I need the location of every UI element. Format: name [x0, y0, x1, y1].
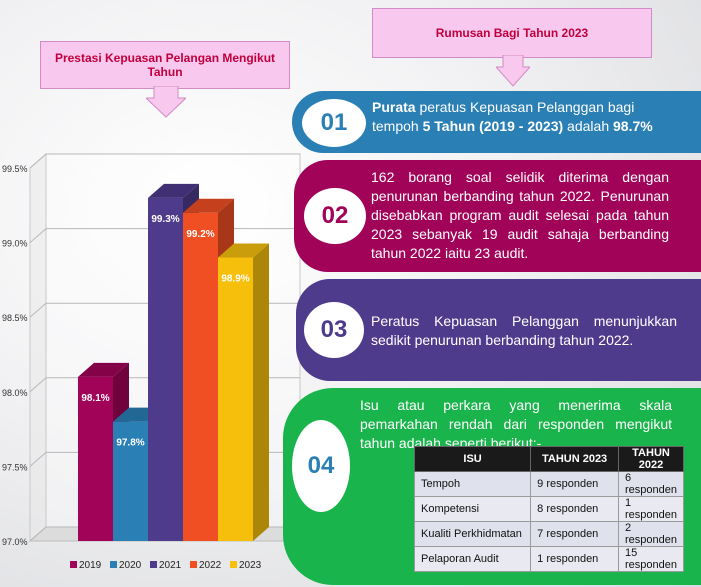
issues-table-header-row: ISU TAHUN 2023 TAHUN 2022: [413, 446, 684, 472]
bar-top: [183, 198, 234, 213]
y-tick-label: 97.5%: [2, 462, 28, 472]
summary-badge-02-number: 02: [321, 202, 349, 229]
issues-cell: 7 responden: [530, 521, 620, 547]
legend-swatch: [230, 561, 237, 568]
issues-cell: Tempoh: [413, 471, 532, 497]
gridline-depth: [29, 153, 47, 169]
summary-title-text: Rumusan Bagi Tahun 2023: [435, 26, 589, 40]
summary-01-text-a: peratus Kepuasan Pelanggan bagi tempoh: [372, 99, 635, 134]
bar-top: [218, 243, 269, 258]
bar-front: [113, 421, 148, 541]
issues-cell: 8 responden: [530, 496, 620, 522]
y-tick-label: 97.0%: [2, 537, 28, 547]
summary-badge-03-number: 03: [320, 316, 348, 343]
gridline-depth: [29, 302, 47, 318]
legend-label: 2022: [199, 560, 222, 571]
chart-callout-arrow-icon: [146, 86, 186, 118]
gridline-depth: [29, 452, 47, 467]
issues-cell: 15 responden: [618, 546, 684, 572]
issues-header-isu: ISU: [413, 446, 532, 472]
summary-badge-01: 01: [302, 99, 366, 147]
summary-badge-01-number: 01: [320, 109, 348, 136]
table-row: Kompetensi 8 responden 1 responden: [413, 496, 684, 522]
summary-badge-02: 02: [304, 188, 366, 244]
y-tick-label: 98.0%: [2, 388, 28, 398]
summary-badge-04: 04: [292, 420, 350, 512]
bar-side: [253, 243, 269, 541]
summary-badge-03: 03: [304, 302, 364, 358]
summary-text-02: 162 borang soal selidik diterima dengan …: [371, 169, 669, 261]
summary-callout-arrow-icon: [496, 55, 530, 87]
issues-cell: Pelaporan Audit: [413, 546, 532, 572]
legend-swatch: [110, 561, 117, 568]
legend-label: 2023: [239, 560, 262, 571]
chart-side-wall: [29, 152, 47, 543]
issues-cell: Kompetensi: [413, 496, 532, 522]
issues-cell: 1 responden: [618, 496, 684, 522]
bar-front: [183, 212, 218, 541]
table-row: Pelaporan Audit 1 responden 15 responden: [413, 546, 684, 572]
legend-label: 2021: [159, 560, 182, 571]
summary-text-03: Peratus Kepuasan Pelanggan menunjukkan s…: [371, 313, 677, 348]
y-tick-label: 98.5%: [2, 313, 28, 323]
issues-cell: 9 responden: [530, 471, 620, 497]
summary-01-bold-lead: Purata: [372, 99, 416, 115]
bar-front: [218, 257, 253, 541]
legend-label: 2020: [119, 560, 142, 571]
gridline-depth: [29, 377, 47, 393]
summary-badge-04-number: 04: [307, 452, 335, 479]
table-row: Tempoh 9 responden 6 responden: [413, 471, 684, 497]
issues-table: ISU TAHUN 2023 TAHUN 2022 Tempoh 9 respo…: [413, 446, 684, 572]
bar-data-label: 97.8%: [116, 438, 144, 449]
y-tick-label: 99.0%: [2, 239, 28, 249]
bar-front: [78, 376, 113, 541]
gridline-depth: [29, 526, 47, 542]
issues-cell: 2 responden: [618, 521, 684, 547]
y-tick-label: 99.5%: [2, 164, 28, 174]
bar-front: [148, 197, 183, 541]
bar-data-label: 98.1%: [81, 393, 109, 404]
issues-header-2022: TAHUN 2022: [618, 446, 684, 472]
legend-label: 2019: [79, 560, 102, 571]
issues-cell: Kualiti Perkhidmatan: [413, 521, 532, 547]
summary-title-callout: Rumusan Bagi Tahun 2023: [372, 8, 652, 58]
bar-data-label: 99.2%: [186, 229, 214, 240]
bar-data-label: 99.3%: [151, 214, 179, 225]
bar-top: [148, 183, 199, 198]
bar-top: [78, 362, 129, 377]
chart-title-text: Prestasi Kepuasan Pelangan Mengikut Tahu…: [54, 51, 276, 79]
issues-header-2023: TAHUN 2023: [530, 446, 620, 472]
gridline-depth: [29, 228, 47, 243]
bar-data-label: 98.9%: [221, 274, 249, 285]
chart-title-callout: Prestasi Kepuasan Pelangan Mengikut Tahu…: [40, 41, 290, 89]
legend-swatch: [70, 561, 77, 568]
summary-text-04: Isu atau perkara yang menerima skala pem…: [360, 397, 672, 451]
summary-text-01: Purata peratus Kepuasan Pelanggan bagi t…: [372, 98, 682, 136]
summary-01-text-b: adalah: [563, 118, 613, 134]
summary-01-bold-a: 5 Tahun (2019 - 2023): [422, 118, 564, 134]
legend-swatch: [150, 561, 157, 568]
table-row: Kualiti Perkhidmatan 7 responden 2 respo…: [413, 521, 684, 547]
legend-swatch: [190, 561, 197, 568]
issues-cell: 6 responden: [618, 471, 684, 497]
summary-01-bold-b: 98.7%: [613, 118, 653, 134]
issues-cell: 1 responden: [530, 546, 620, 572]
